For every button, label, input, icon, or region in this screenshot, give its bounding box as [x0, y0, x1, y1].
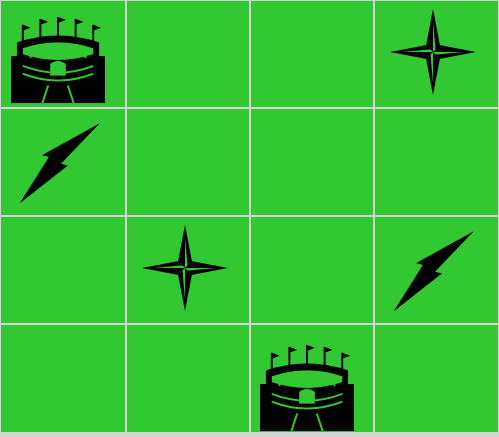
cell-r0-c0[interactable] [1, 1, 125, 107]
cell-r2-c2[interactable] [251, 217, 373, 323]
cell-r3-c1[interactable] [127, 325, 249, 432]
cell-r0-c2[interactable] [251, 1, 373, 107]
cell-r2-c3[interactable] [375, 217, 498, 323]
cell-r3-c3[interactable] [375, 325, 498, 432]
cell-r1-c3[interactable] [375, 109, 498, 215]
stadium-icon [9, 15, 107, 105]
cell-r1-c0[interactable] [1, 109, 125, 215]
stadium-icon [257, 343, 357, 432]
cell-r0-c1[interactable] [127, 1, 249, 107]
cell-r3-c0[interactable] [1, 325, 125, 432]
cell-r0-c3[interactable] [375, 1, 498, 107]
lightning-bolt-icon [16, 119, 106, 205]
cell-r1-c2[interactable] [251, 109, 373, 215]
cell-r1-c1[interactable] [127, 109, 249, 215]
cell-r2-c1[interactable] [127, 217, 249, 323]
cell-r2-c0[interactable] [1, 217, 125, 323]
four-point-star-icon [390, 9, 476, 95]
four-point-star-icon [142, 225, 228, 311]
lightning-bolt-icon [390, 227, 480, 313]
cell-r3-c2[interactable] [251, 325, 373, 432]
